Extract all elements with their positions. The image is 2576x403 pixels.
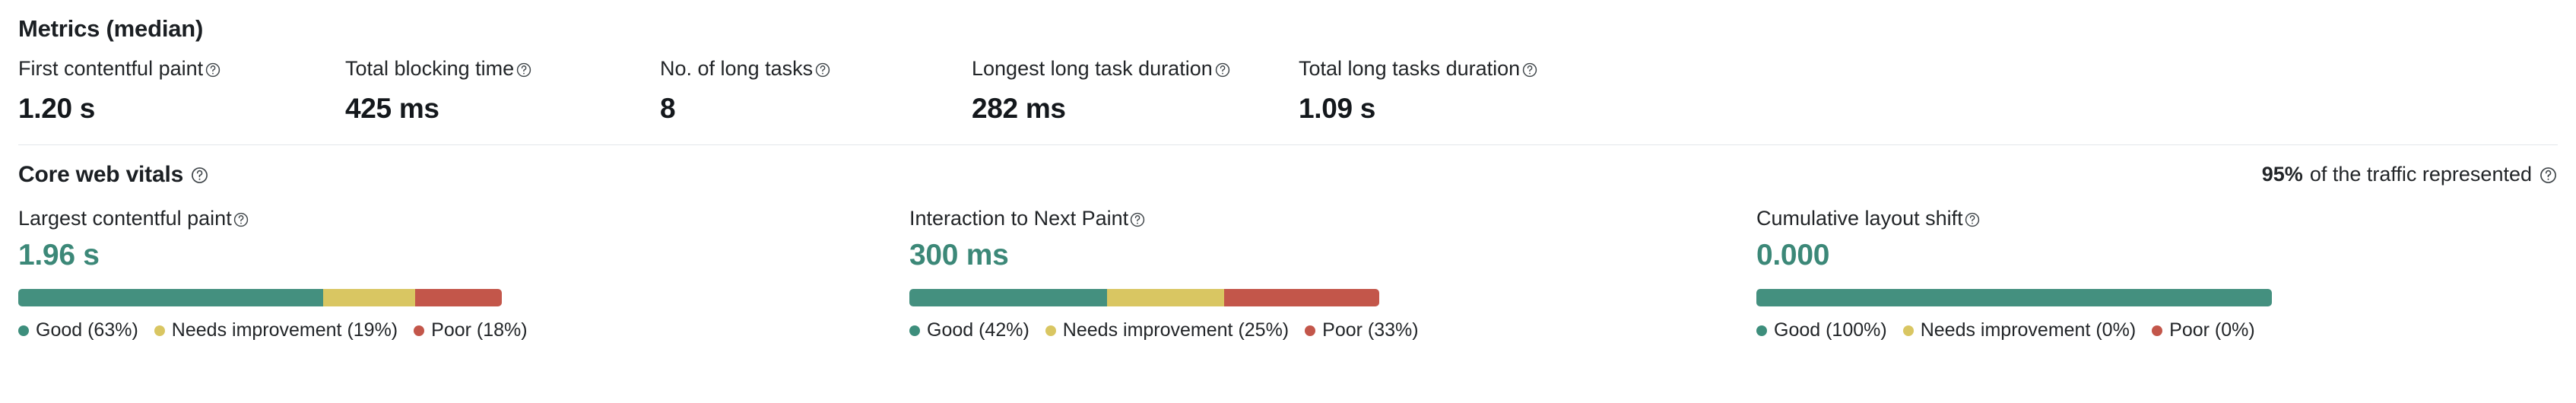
legend-dot-needs-improvement-icon xyxy=(154,325,165,336)
bar-segment-poor xyxy=(1224,289,1379,307)
legend-item-needs-improvement: Needs improvement (19%) xyxy=(154,319,398,341)
metric-label-text: Longest long task duration xyxy=(972,57,1213,80)
vital-label-text: Interaction to Next Paint xyxy=(909,206,1129,230)
metric-first-contentful-paint: First contentful paint 1.20 s xyxy=(18,57,345,125)
help-circle-icon[interactable] xyxy=(2539,166,2558,185)
core-web-vitals-title-text: Core web vitals xyxy=(18,161,184,187)
vital-card-cumulative-layout-shift: Cumulative layout shift 0.000 Good (100%… xyxy=(1756,206,2558,342)
legend-label: Good (100%) xyxy=(1774,319,1887,341)
legend-label: Poor (0%) xyxy=(2169,319,2255,341)
metric-value: 1.09 s xyxy=(1299,92,1376,124)
legend-item-needs-improvement: Needs improvement (25%) xyxy=(1045,319,1289,341)
metric-longest-long-task-duration: Longest long task duration 282 ms xyxy=(972,57,1299,125)
legend-dot-needs-improvement-icon xyxy=(1902,325,1914,336)
legend-dot-good-icon xyxy=(909,325,920,336)
core-web-vitals-cards: Largest contentful paint 1.96 s Good (63… xyxy=(18,206,2558,342)
vital-card-largest-contentful-paint: Largest contentful paint 1.96 s Good (63… xyxy=(18,206,909,342)
legend-label: Good (63%) xyxy=(36,319,138,341)
metric-label: Longest long task duration xyxy=(972,57,1299,81)
legend-item-good: Good (63%) xyxy=(18,319,138,341)
bar-segment-good xyxy=(1756,289,2272,307)
help-circle-icon[interactable] xyxy=(1214,62,1231,78)
vital-value: 0.000 xyxy=(1756,239,1830,272)
metrics-row: First contentful paint 1.20 s Total bloc… xyxy=(18,57,2558,125)
vital-value: 1.96 s xyxy=(18,239,100,272)
vital-label: Interaction to Next Paint xyxy=(909,206,1756,230)
legend-dot-poor-icon xyxy=(2152,325,2163,336)
metric-label: First contentful paint xyxy=(18,57,345,81)
legend-label: Good (42%) xyxy=(927,319,1029,341)
metrics-section-title: Metrics (median) xyxy=(18,15,204,42)
legend-item-poor: Poor (18%) xyxy=(414,319,528,341)
help-circle-icon[interactable] xyxy=(233,211,249,228)
bar-legend: Good (42%) Needs improvement (25%) Poor … xyxy=(909,319,1756,341)
help-circle-icon[interactable] xyxy=(814,62,831,78)
help-circle-icon[interactable] xyxy=(516,62,532,78)
legend-label: Needs improvement (0%) xyxy=(1920,319,2137,341)
legend-item-needs-improvement: Needs improvement (0%) xyxy=(1902,319,2137,341)
vital-label: Cumulative layout shift xyxy=(1756,206,2558,230)
metric-label-text: Total blocking time xyxy=(345,57,515,80)
help-circle-icon[interactable] xyxy=(1129,211,1146,228)
help-circle-icon[interactable] xyxy=(190,166,209,185)
legend-dot-poor-icon xyxy=(1305,325,1316,336)
traffic-percent: 95% xyxy=(2261,163,2303,186)
metric-label-text: First contentful paint xyxy=(18,57,204,80)
legend-label: Needs improvement (25%) xyxy=(1062,319,1290,341)
legend-dot-needs-improvement-icon xyxy=(1045,325,1056,336)
vital-card-interaction-to-next-paint: Interaction to Next Paint 300 ms Good (4… xyxy=(909,206,1756,342)
help-circle-icon[interactable] xyxy=(205,62,221,78)
legend-label: Needs improvement (19%) xyxy=(171,319,398,341)
legend-dot-poor-icon xyxy=(414,325,425,336)
legend-label: Poor (33%) xyxy=(1322,319,1419,341)
metric-no-of-long-tasks: No. of long tasks 8 xyxy=(660,57,972,125)
vital-label-text: Cumulative layout shift xyxy=(1756,206,1963,230)
vital-label: Largest contentful paint xyxy=(18,206,909,230)
bar-segment-good xyxy=(909,289,1107,307)
metric-label-text: Total long tasks duration xyxy=(1299,57,1521,80)
bar-segment-good xyxy=(18,289,323,307)
help-circle-icon[interactable] xyxy=(1521,62,1538,78)
metric-label-text: No. of long tasks xyxy=(660,57,814,80)
help-circle-icon[interactable] xyxy=(1964,211,1981,228)
distribution-bar xyxy=(18,289,502,307)
traffic-text: of the traffic represented xyxy=(2309,163,2532,186)
distribution-bar xyxy=(909,289,1379,307)
metric-label: No. of long tasks xyxy=(660,57,972,81)
metric-total-blocking-time: Total blocking time 425 ms xyxy=(345,57,660,125)
legend-dot-good-icon xyxy=(18,325,29,336)
distribution-bar xyxy=(1756,289,2272,307)
vital-label-text: Largest contentful paint xyxy=(18,206,232,230)
metric-label: Total long tasks duration xyxy=(1299,57,1538,81)
bar-segment-needs-improvement xyxy=(1106,289,1225,307)
bar-segment-poor xyxy=(414,289,502,307)
traffic-represented: 95% of the traffic represented xyxy=(2262,163,2558,186)
legend-item-poor: Poor (0%) xyxy=(2152,319,2255,341)
core-web-vitals-title: Core web vitals xyxy=(18,162,209,188)
metric-value: 1.20 s xyxy=(18,92,96,124)
metric-value: 282 ms xyxy=(972,92,1066,124)
metric-value: 425 ms xyxy=(345,92,439,124)
legend-item-good: Good (100%) xyxy=(1756,319,1887,341)
bar-segment-needs-improvement xyxy=(322,289,415,307)
legend-item-poor: Poor (33%) xyxy=(1305,319,1419,341)
metric-total-long-tasks-duration: Total long tasks duration 1.09 s xyxy=(1299,57,1538,125)
vital-value: 300 ms xyxy=(909,239,1009,272)
metric-label: Total blocking time xyxy=(345,57,660,81)
core-web-vitals-header: Core web vitals 95% of the traffic repre… xyxy=(18,162,2558,188)
metric-value: 8 xyxy=(660,92,676,124)
legend-item-good: Good (42%) xyxy=(909,319,1029,341)
section-divider xyxy=(18,144,2558,145)
bar-legend: Good (63%) Needs improvement (19%) Poor … xyxy=(18,319,909,341)
legend-label: Poor (18%) xyxy=(431,319,528,341)
legend-dot-good-icon xyxy=(1756,325,1767,336)
bar-legend: Good (100%) Needs improvement (0%) Poor … xyxy=(1756,319,2558,341)
